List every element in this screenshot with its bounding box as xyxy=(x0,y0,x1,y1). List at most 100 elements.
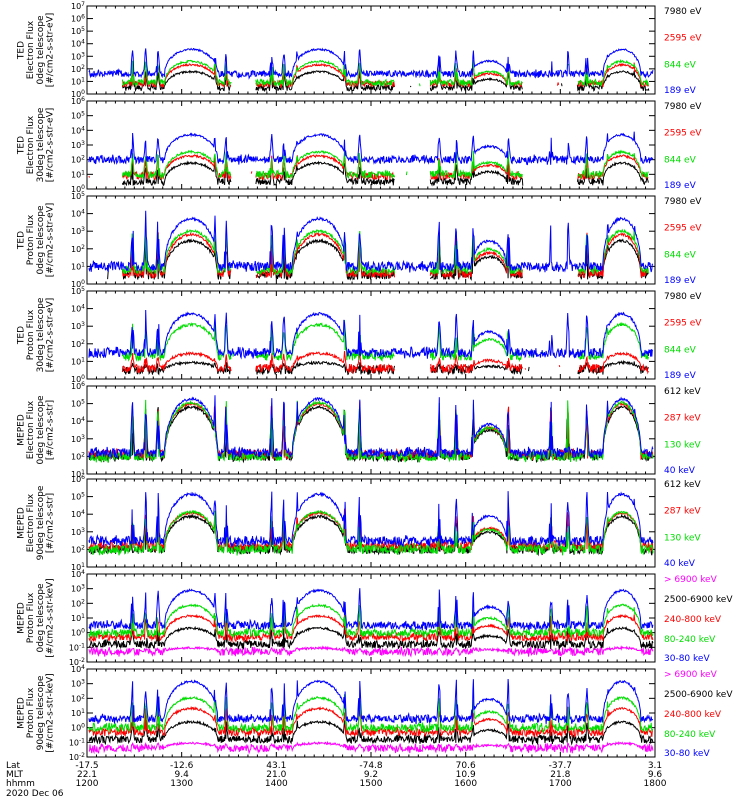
series-line-80-240-keV xyxy=(88,694,654,734)
y-tick-label: 102 xyxy=(71,339,85,349)
y-tick-label: 104 xyxy=(71,416,85,426)
x-tick-label-mlt: 22.1 xyxy=(77,770,97,780)
y-tick-label: 100 xyxy=(71,628,85,638)
y-tick-label: 104 xyxy=(71,509,85,519)
legend-entry: 80-240 keV xyxy=(664,730,716,740)
y-tick-label: 102 xyxy=(71,64,85,74)
y-tick-label: 105 xyxy=(71,111,85,121)
panel-3: 100 101 102 103 104 105 TEDProton Flux0deg tel… xyxy=(17,191,703,289)
legend-entry: 612 keV xyxy=(664,480,701,490)
x-tick-label-mlt: 9.6 xyxy=(648,770,663,780)
series-line-6900-keV xyxy=(88,740,654,755)
legend-entry: 287 keV xyxy=(664,507,701,517)
y-tick-label: 102 xyxy=(71,544,85,554)
legend-entry: 7980 eV xyxy=(664,292,702,302)
x-tick-label-mlt: 9.2 xyxy=(364,770,378,780)
y-tick-label: 102 xyxy=(71,155,85,165)
y-tick-label: 102 xyxy=(71,598,85,608)
y-tick-label: 100 xyxy=(71,723,85,733)
series-line-2500-6900-keV xyxy=(88,625,654,650)
x-tick-label-hhmm: 1400 xyxy=(265,779,288,789)
x-tick-label-hhmm: 1200 xyxy=(76,779,99,789)
y-axis-label: MEPEDElectron Flux90deg telescope[#/cm2-… xyxy=(17,485,56,560)
y-tick-label: 106 xyxy=(71,474,85,484)
legend-entry: 30-80 keV xyxy=(664,749,710,759)
legend-entry: 2595 eV xyxy=(664,129,702,139)
legend-entry: 130 keV xyxy=(664,440,701,450)
x-tick-label-mlt: 21.8 xyxy=(550,770,570,780)
legend-entry: > 6900 keV xyxy=(664,575,718,585)
legend-entry: 40 keV xyxy=(664,559,696,569)
panel-frame xyxy=(86,5,656,95)
x-tick-label-lat: 3.1 xyxy=(648,761,662,771)
legend-entry: 189 eV xyxy=(664,371,697,381)
legend-entry: 240-800 keV xyxy=(664,710,722,720)
legend-entry: 240-800 keV xyxy=(664,615,722,625)
x-tick-label-hhmm: 1300 xyxy=(170,779,193,789)
x-axis-ephemeris: LatMLThhmm-17.522.11200-12.69.4130043.12… xyxy=(6,761,667,799)
y-tick-label: 100 xyxy=(71,279,85,289)
y-tick-label: 103 xyxy=(71,140,85,150)
x-row-label: MLT xyxy=(6,770,24,780)
x-tick-label-hhmm: 1600 xyxy=(454,779,477,789)
panel-1: 100 101 102 103 104 105 106 107 TEDElectron Flux… xyxy=(17,1,703,99)
x-tick-label-hhmm: 1500 xyxy=(360,779,383,789)
y-axis-label: TEDElectron Flux30deg telescope[#/cm2-s-… xyxy=(17,107,56,182)
y-tick-label: 103 xyxy=(71,434,85,444)
y-axis-label: MEPEDElectron Flux0deg telescope[#/cm2-s… xyxy=(17,395,56,465)
legend-entry: 7980 eV xyxy=(664,102,702,112)
legend-entry: 287 keV xyxy=(664,414,701,424)
y-axis-label: TEDProton Flux30deg telescope[#/cm2-s-st… xyxy=(17,297,56,372)
x-row-label: hhmm xyxy=(6,779,35,789)
legend-entry: > 6900 keV xyxy=(664,670,718,680)
y-tick-label: 104 xyxy=(71,209,85,219)
y-axis-label: MEPEDProton Flux90deg telescope[#/cm2-s-… xyxy=(17,673,56,752)
series-line-189-eV xyxy=(88,47,654,80)
panel-2: 100 101 102 103 104 105 106 TEDElectron Flux30d… xyxy=(17,96,703,194)
legend-entry: 2595 eV xyxy=(664,34,702,44)
legend-entry: 2500-6900 keV xyxy=(664,595,733,605)
y-tick-label: 10-2 xyxy=(69,752,85,762)
series-line-844-eV xyxy=(121,149,649,180)
legend-entry: 612 keV xyxy=(664,387,701,397)
panel-7: 10-2 10-1 100 101 102 103 104 MEPEDProton Flux0… xyxy=(17,569,734,667)
y-axis-label: TEDElectron Flux0deg telescope[#/cm2-s-s… xyxy=(17,13,56,88)
y-tick-label: 106 xyxy=(71,96,85,106)
x-tick-label-lat: -37.7 xyxy=(549,761,572,771)
series-line-6900-keV xyxy=(88,645,654,658)
y-tick-label: 103 xyxy=(71,226,85,236)
legend-entry: 2595 eV xyxy=(664,319,702,329)
y-tick-label: 104 xyxy=(71,664,85,674)
series-line-40-keV xyxy=(88,395,654,460)
series-line-2500-6900-keV xyxy=(88,719,654,746)
x-tick-label-hhmm: 1700 xyxy=(549,779,572,789)
x-tick-label-lat: -74.8 xyxy=(359,761,383,771)
y-tick-label: 102 xyxy=(71,244,85,254)
y-tick-label: 101 xyxy=(71,76,85,86)
y-tick-label: 105 xyxy=(71,492,85,502)
x-tick-label-mlt: 10.9 xyxy=(456,770,476,780)
x-tick-label-lat: 70.6 xyxy=(456,761,476,771)
x-tick-label-lat: -12.6 xyxy=(170,761,194,771)
y-tick-label: 106 xyxy=(71,14,85,24)
y-tick-label: 105 xyxy=(71,191,85,201)
y-tick-label: 105 xyxy=(71,399,85,409)
y-tick-label: 10-2 xyxy=(69,657,85,667)
y-tick-label: 101 xyxy=(71,613,85,623)
x-tick-label-hhmm: 1800 xyxy=(644,779,667,789)
y-tick-label: 10-1 xyxy=(69,642,85,652)
legend-entry: 80-240 keV xyxy=(664,635,716,645)
series-line-844-eV xyxy=(121,227,649,276)
panel-6: 101 102 103 104 105 106 MEPEDElectron Flux90de… xyxy=(17,474,702,572)
y-tick-label: 101 xyxy=(71,261,85,271)
series-line-240-800-keV xyxy=(88,705,653,739)
y-tick-label: 101 xyxy=(71,169,85,179)
series-line-30-80-keV xyxy=(88,678,653,725)
x-tick-label-mlt: 21.0 xyxy=(266,770,286,780)
series-line-189-eV xyxy=(88,131,654,166)
y-tick-label: 104 xyxy=(71,39,85,49)
y-axis-label: TEDProton Flux0deg telescope[#/cm2-s-str… xyxy=(17,203,56,278)
panel-8: 10-2 10-1 100 101 102 103 104 MEPEDProton Flux9… xyxy=(17,664,734,762)
y-tick-label: 103 xyxy=(71,584,85,594)
panel-4: 100 101 102 103 104 105 TEDProton Flux30deg te… xyxy=(17,286,703,384)
